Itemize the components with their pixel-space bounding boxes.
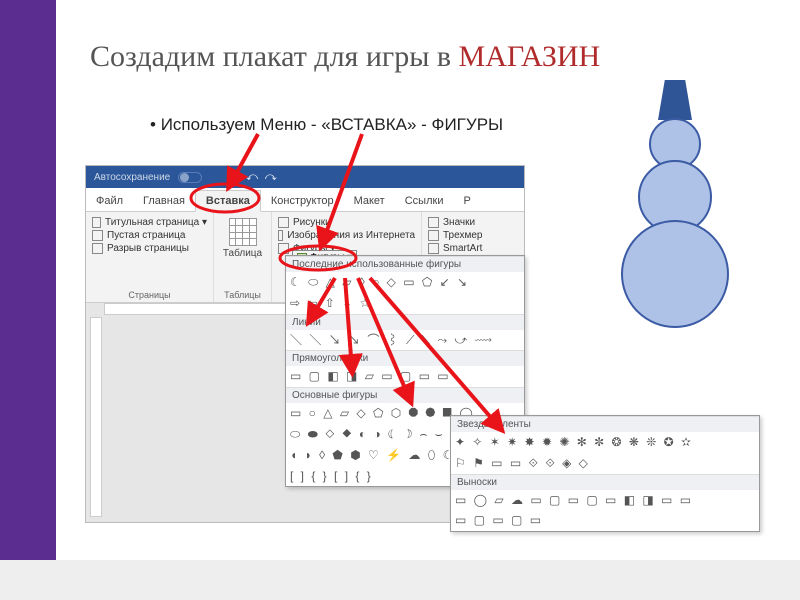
dropdown-section-title: Линии — [286, 314, 524, 330]
dropdown-section-title: Последние использованные фигуры — [286, 256, 524, 272]
shape-row[interactable]: ☾ ⬭ △ ▱ ◊ ○ ◇ ▭ ⬠ ↙ ↘ — [286, 272, 524, 293]
pages-item[interactable]: Титульная страница ▾ — [92, 216, 207, 229]
slide-title: Создадим плакат для игры в МАГАЗИН — [90, 40, 600, 74]
dropdown-section-title: Прямоугольники — [286, 350, 524, 366]
table-button-label[interactable]: Таблица — [223, 248, 262, 259]
illus-item-1[interactable]: Изображения из Интернета — [278, 229, 415, 242]
ribbon-tab-2[interactable]: Вставка — [195, 190, 261, 212]
illus-item-0[interactable]: Рисунки — [278, 216, 415, 229]
group-label-pages: Страницы — [92, 288, 207, 300]
dropdown-section-title: Звезды и ленты — [451, 416, 759, 432]
dropdown-section-title: Выноски — [451, 474, 759, 490]
shape-row[interactable]: ⚐ ⚑ ▭ ▭ ⟐ ⟐ ◈ ◇ — [451, 453, 759, 474]
shapes-dropdown-extra[interactable]: Звезды и ленты✦ ✧ ✶ ✷ ✸ ✹ ✺ ✻ ✼ ❂ ❋ ❊ ✪ … — [450, 415, 760, 532]
ribbon-tab-5[interactable]: Ссылки — [395, 191, 454, 211]
qat-icons[interactable]: ⎘ ↶ ↷ — [230, 171, 278, 184]
pages-item[interactable]: Разрыв страницы — [92, 242, 207, 255]
slide-subtitle: Используем Меню - «ВСТАВКА» - ФИГУРЫ — [150, 115, 503, 135]
shape-row[interactable]: ＼ ＼ ↘ ↘ ⌒ ⌇ ⟋ ⟍ ⤳ ⤻ ⟿ — [286, 330, 524, 351]
snowman-hat — [658, 80, 692, 120]
shape-row[interactable]: ▭ ▢ ◧ ◨ ▱ ▭ ▢ ▭ ▭ — [286, 366, 524, 387]
title-text-1: Создадим плакат для игры в — [90, 40, 459, 73]
ribbon-tab-1[interactable]: Главная — [133, 191, 195, 211]
group-tables: Таблица Таблицы — [214, 212, 272, 302]
autosave-label: Автосохранение — [94, 172, 170, 183]
ribbon-tab-4[interactable]: Макет — [344, 191, 395, 211]
title-text-2: МАГАЗИН — [459, 40, 601, 73]
right-item[interactable]: Трехмер — [428, 229, 518, 242]
v-ruler — [90, 317, 102, 517]
shape-row[interactable]: ▭ ▢ ▭ ▢ ▭ — [451, 510, 759, 531]
ribbon-tabs: ФайлГлавнаяВставкаКонструкторМакетСсылки… — [86, 188, 524, 212]
word-titlebar: Автосохранение ⎘ ↶ ↷ — [86, 166, 524, 188]
pages-item[interactable]: Пустая страница — [92, 229, 207, 242]
dropdown-section-title: Основные фигуры — [286, 387, 524, 403]
ribbon-tab-3[interactable]: Конструктор — [261, 191, 344, 211]
group-label-tables: Таблицы — [224, 288, 261, 300]
shape-row[interactable]: ▭ ◯ ▱ ☁ ▭ ▢ ▭ ▢ ▭ ◧ ◨ ▭ ▭ — [451, 490, 759, 511]
ribbon-tab-0[interactable]: Файл — [86, 191, 133, 211]
snowman-circle — [621, 220, 729, 328]
shape-row[interactable]: ⇨ ⇦ ⇧ ⇩ ☆ — [286, 293, 524, 314]
right-item[interactable]: SmartArt — [428, 242, 518, 255]
group-pages: Титульная страница ▾Пустая страницаРазры… — [86, 212, 214, 302]
right-item[interactable]: Значки — [428, 216, 518, 229]
table-icon[interactable] — [229, 218, 257, 246]
ribbon-tab-6[interactable]: Р — [453, 191, 480, 211]
slide-sidebar — [0, 0, 56, 560]
shape-row[interactable]: ✦ ✧ ✶ ✷ ✸ ✹ ✺ ✻ ✼ ❂ ❋ ❊ ✪ ✫ — [451, 432, 759, 453]
slide-footer — [0, 560, 800, 600]
